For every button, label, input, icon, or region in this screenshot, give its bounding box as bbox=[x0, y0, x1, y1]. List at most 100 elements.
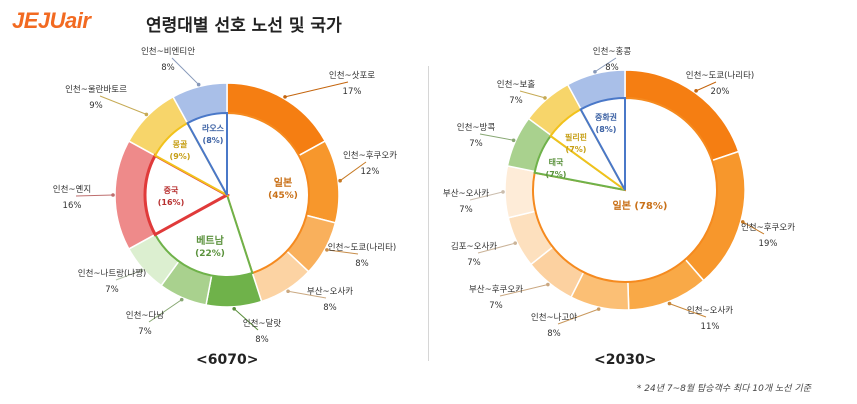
period-label-6070: <6070> bbox=[196, 352, 259, 368]
route-leader-0-9 bbox=[171, 57, 200, 85]
route-leader-1-0 bbox=[695, 81, 717, 92]
route-dot-1-0 bbox=[694, 89, 698, 93]
route-value-1-9: 8% bbox=[605, 63, 619, 73]
route-value-1-6: 7% bbox=[459, 205, 473, 215]
route-value-0-1: 12% bbox=[361, 167, 380, 177]
route-leader-1-3 bbox=[557, 308, 599, 325]
route-dot-1-7 bbox=[511, 138, 516, 143]
pie-chart-1: 인천~도쿄(나리타) 20% 인천~후쿠오카 19% 인천~오사카 11% 인천~나고야 8%… bbox=[443, 46, 795, 339]
route-leader-0-7 bbox=[75, 194, 114, 197]
route-name-1-6: 부산~오사카 bbox=[443, 188, 489, 199]
route-name-0-4: 인천~달랏 bbox=[243, 318, 282, 329]
route-value-1-1: 19% bbox=[759, 239, 778, 249]
country-value-0-1: (22%) bbox=[195, 249, 225, 259]
chart-divider bbox=[428, 66, 429, 361]
route-leader-0-2 bbox=[326, 249, 359, 255]
route-value-1-7: 7% bbox=[469, 139, 483, 149]
route-name-0-9: 인천~비엔티안 bbox=[141, 46, 195, 57]
route-name-0-3: 부산~오사카 bbox=[307, 286, 353, 297]
route-value-0-6: 7% bbox=[105, 285, 119, 295]
route-name-1-0: 인천~도쿄(나리타) bbox=[686, 70, 755, 81]
route-dot-0-4 bbox=[232, 306, 236, 311]
route-name-1-1: 인천~후쿠오카 bbox=[741, 222, 795, 233]
route-leader-1-1 bbox=[742, 221, 765, 235]
route-value-0-3: 8% bbox=[323, 303, 337, 313]
route-dot-1-1 bbox=[740, 220, 745, 224]
country-value-0-2: (16%) bbox=[158, 198, 184, 207]
route-leader-1-9 bbox=[594, 57, 617, 73]
route-value-0-7: 16% bbox=[63, 201, 82, 211]
route-value-1-4: 7% bbox=[489, 301, 503, 311]
route-value-1-3: 8% bbox=[547, 329, 561, 339]
country-value-1-1: (7%) bbox=[546, 170, 567, 179]
route-name-1-9: 인천~홍콩 bbox=[593, 46, 632, 57]
route-name-1-4: 부산~후쿠오카 bbox=[469, 284, 523, 295]
route-name-0-0: 인천~삿포로 bbox=[329, 70, 375, 81]
route-name-1-5: 김포~오사카 bbox=[451, 241, 497, 252]
country-slice-1-0 bbox=[532, 96, 718, 283]
route-dot-1-4 bbox=[546, 282, 550, 287]
country-value-0-0: (45%) bbox=[268, 191, 298, 201]
route-leader-0-1 bbox=[339, 161, 367, 182]
route-name-0-5: 인천~다낭 bbox=[126, 310, 165, 321]
country-slice-0-0 bbox=[226, 111, 310, 275]
route-dot-1-6 bbox=[501, 190, 505, 194]
jejuair-logo: JEJUair bbox=[12, 8, 91, 33]
route-name-1-8: 인천~보홀 bbox=[497, 79, 536, 90]
country-name-0-2: 중국 bbox=[164, 186, 179, 195]
route-name-0-2: 인천~도쿄(나리타) bbox=[328, 242, 397, 253]
route-name-0-6: 인천~나트랑(냐짱) bbox=[78, 268, 147, 279]
route-leader-1-7 bbox=[479, 133, 514, 141]
route-value-0-5: 7% bbox=[138, 327, 152, 337]
route-name-1-2: 인천~오사카 bbox=[687, 305, 733, 316]
route-value-1-5: 7% bbox=[467, 258, 481, 268]
route-name-1-7: 인천~방콕 bbox=[457, 122, 496, 133]
country-value-0-4: (8%) bbox=[203, 136, 224, 145]
route-name-0-8: 인천~울란바토르 bbox=[65, 84, 127, 95]
route-leader-0-4 bbox=[233, 308, 259, 331]
route-dot-1-3 bbox=[596, 307, 601, 311]
country-name-0-1: 베트남 bbox=[196, 234, 224, 247]
route-dot-0-6 bbox=[139, 268, 144, 273]
country-name-0-0: 일본 bbox=[274, 176, 292, 189]
route-dot-1-2 bbox=[667, 301, 672, 306]
route-dot-0-3 bbox=[286, 289, 290, 294]
route-name-0-1: 인천~후쿠오카 bbox=[343, 150, 397, 161]
country-name-value-1-0: 일본 (78%) bbox=[613, 199, 668, 212]
country-name-0-3: 몽골 bbox=[173, 140, 188, 149]
route-leader-1-5 bbox=[477, 242, 516, 254]
route-value-0-2: 8% bbox=[355, 259, 369, 269]
route-leader-0-8 bbox=[99, 95, 147, 115]
route-dot-0-0 bbox=[283, 95, 287, 99]
page-title: 연령대별 선호 노선 및 국가 bbox=[146, 16, 342, 36]
country-value-1-3: (8%) bbox=[596, 125, 617, 134]
route-value-1-0: 20% bbox=[711, 87, 730, 97]
country-slice-0-1 bbox=[153, 193, 254, 278]
route-leader-0-5 bbox=[148, 299, 183, 323]
country-name-1-2: 필리핀 bbox=[565, 132, 587, 142]
route-leader-1-4 bbox=[499, 284, 548, 297]
route-dot-0-7 bbox=[111, 193, 115, 197]
route-value-0-0: 17% bbox=[343, 87, 362, 97]
country-value-0-3: (9%) bbox=[170, 152, 191, 161]
route-leader-0-6 bbox=[115, 269, 142, 281]
route-name-1-3: 인천~나고야 bbox=[531, 312, 577, 323]
route-dot-0-9 bbox=[196, 82, 201, 87]
route-dot-0-5 bbox=[179, 297, 184, 302]
route-dot-0-2 bbox=[325, 248, 329, 252]
route-dot-1-8 bbox=[543, 96, 547, 100]
route-dot-0-1 bbox=[338, 178, 342, 183]
route-name-0-7: 인천~옌지 bbox=[53, 184, 91, 195]
footnote: * 24년 7~8월 탑승객수 최다 10개 노선 기준 bbox=[636, 384, 811, 394]
country-name-1-1: 태국 bbox=[549, 157, 564, 167]
country-slice-1-3 bbox=[579, 96, 626, 191]
route-leader-0-0 bbox=[284, 81, 349, 98]
route-leader-0-3 bbox=[287, 290, 327, 299]
route-leader-1-6 bbox=[469, 191, 504, 201]
route-value-1-2: 11% bbox=[701, 322, 720, 332]
country-name-0-4: 라오스 bbox=[202, 123, 225, 133]
route-dot-1-9 bbox=[593, 69, 597, 74]
route-value-0-9: 8% bbox=[161, 63, 175, 73]
country-slice-0-4 bbox=[186, 111, 228, 196]
